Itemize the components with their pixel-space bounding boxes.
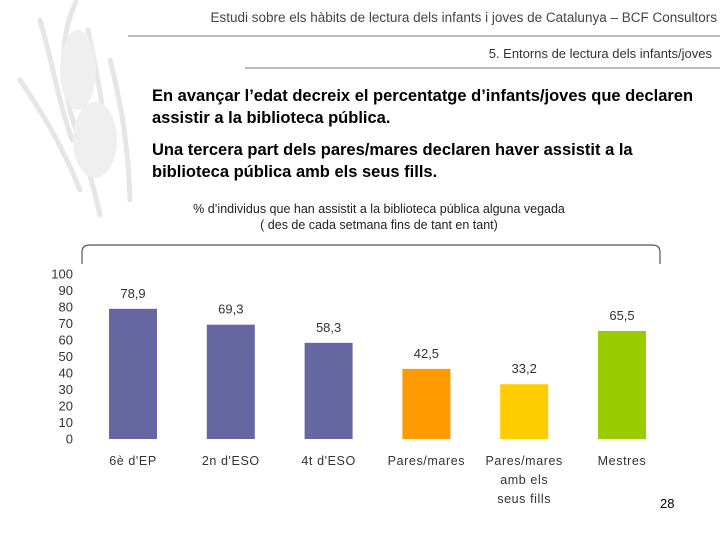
value-labels: 78,9 69,3 58,3 42,5 33,2 65,5 [120,286,634,376]
x-tick-label: 6è d'EP [109,454,157,468]
quill-logo-icon [17,0,133,218]
header-title: Estudi sobre els hàbits de lectura dels … [210,10,717,25]
bar [402,368,451,439]
y-tick-label: 60 [59,333,73,348]
bar-value-label: 33,2 [512,361,537,376]
bar [500,384,549,439]
x-tick-label: Mestres [598,454,647,468]
bar-value-label: 65,5 [609,308,634,323]
y-tick-label: 90 [59,283,73,298]
chart-caption-line-2: ( des de cada setmana fins de tant en ta… [260,218,498,232]
y-tick-label: 10 [59,415,73,430]
x-tick-label: seus fills [497,492,551,506]
bar-value-label: 42,5 [414,346,439,361]
x-tick-label: Pares/mares [388,454,465,468]
y-tick-label: 70 [59,316,73,331]
bars [109,308,646,439]
y-tick-label: 50 [59,349,73,364]
chart-caption-line-1: % d’individus que han assistit a la bibl… [193,202,565,216]
x-axis-labels: 6è d'EP 2n d'ESO 4t d'ESO Pares/mares Pares/… [109,454,646,506]
page-number: 28 [660,496,675,511]
section-divider [245,67,720,69]
y-tick-label: 80 [59,300,73,315]
x-tick-label: Pares/mares [485,454,562,468]
bar [109,308,157,439]
bar [206,324,255,439]
bullet-age-decrease: En avançar l’edat decreix el percentatge… [152,87,694,127]
bar-value-label: 58,3 [316,320,341,335]
x-tick-label: amb els [500,473,548,487]
y-tick-label: 30 [59,382,73,397]
y-tick-label: 0 [66,432,73,447]
bar-value-label: 78,9 [120,286,145,301]
bar [304,342,353,439]
x-tick-label: 4t d'ESO [301,454,355,468]
y-tick-label: 40 [59,366,73,381]
chart-frame [81,244,661,264]
chart-caption: % d’individus que han assistit a la bibl… [160,201,598,233]
header-divider [128,35,720,37]
bar [598,330,646,439]
bullet-parents-attendance: Una tercera part dels pares/mares declar… [152,141,633,181]
x-tick-label: 2n d'ESO [202,454,260,468]
y-tick-label: 20 [59,399,73,414]
bar-value-label: 69,3 [218,302,243,317]
y-tick-label: 100 [51,267,73,282]
section-title: 5. Entorns de lectura dels infants/joves [488,46,712,61]
